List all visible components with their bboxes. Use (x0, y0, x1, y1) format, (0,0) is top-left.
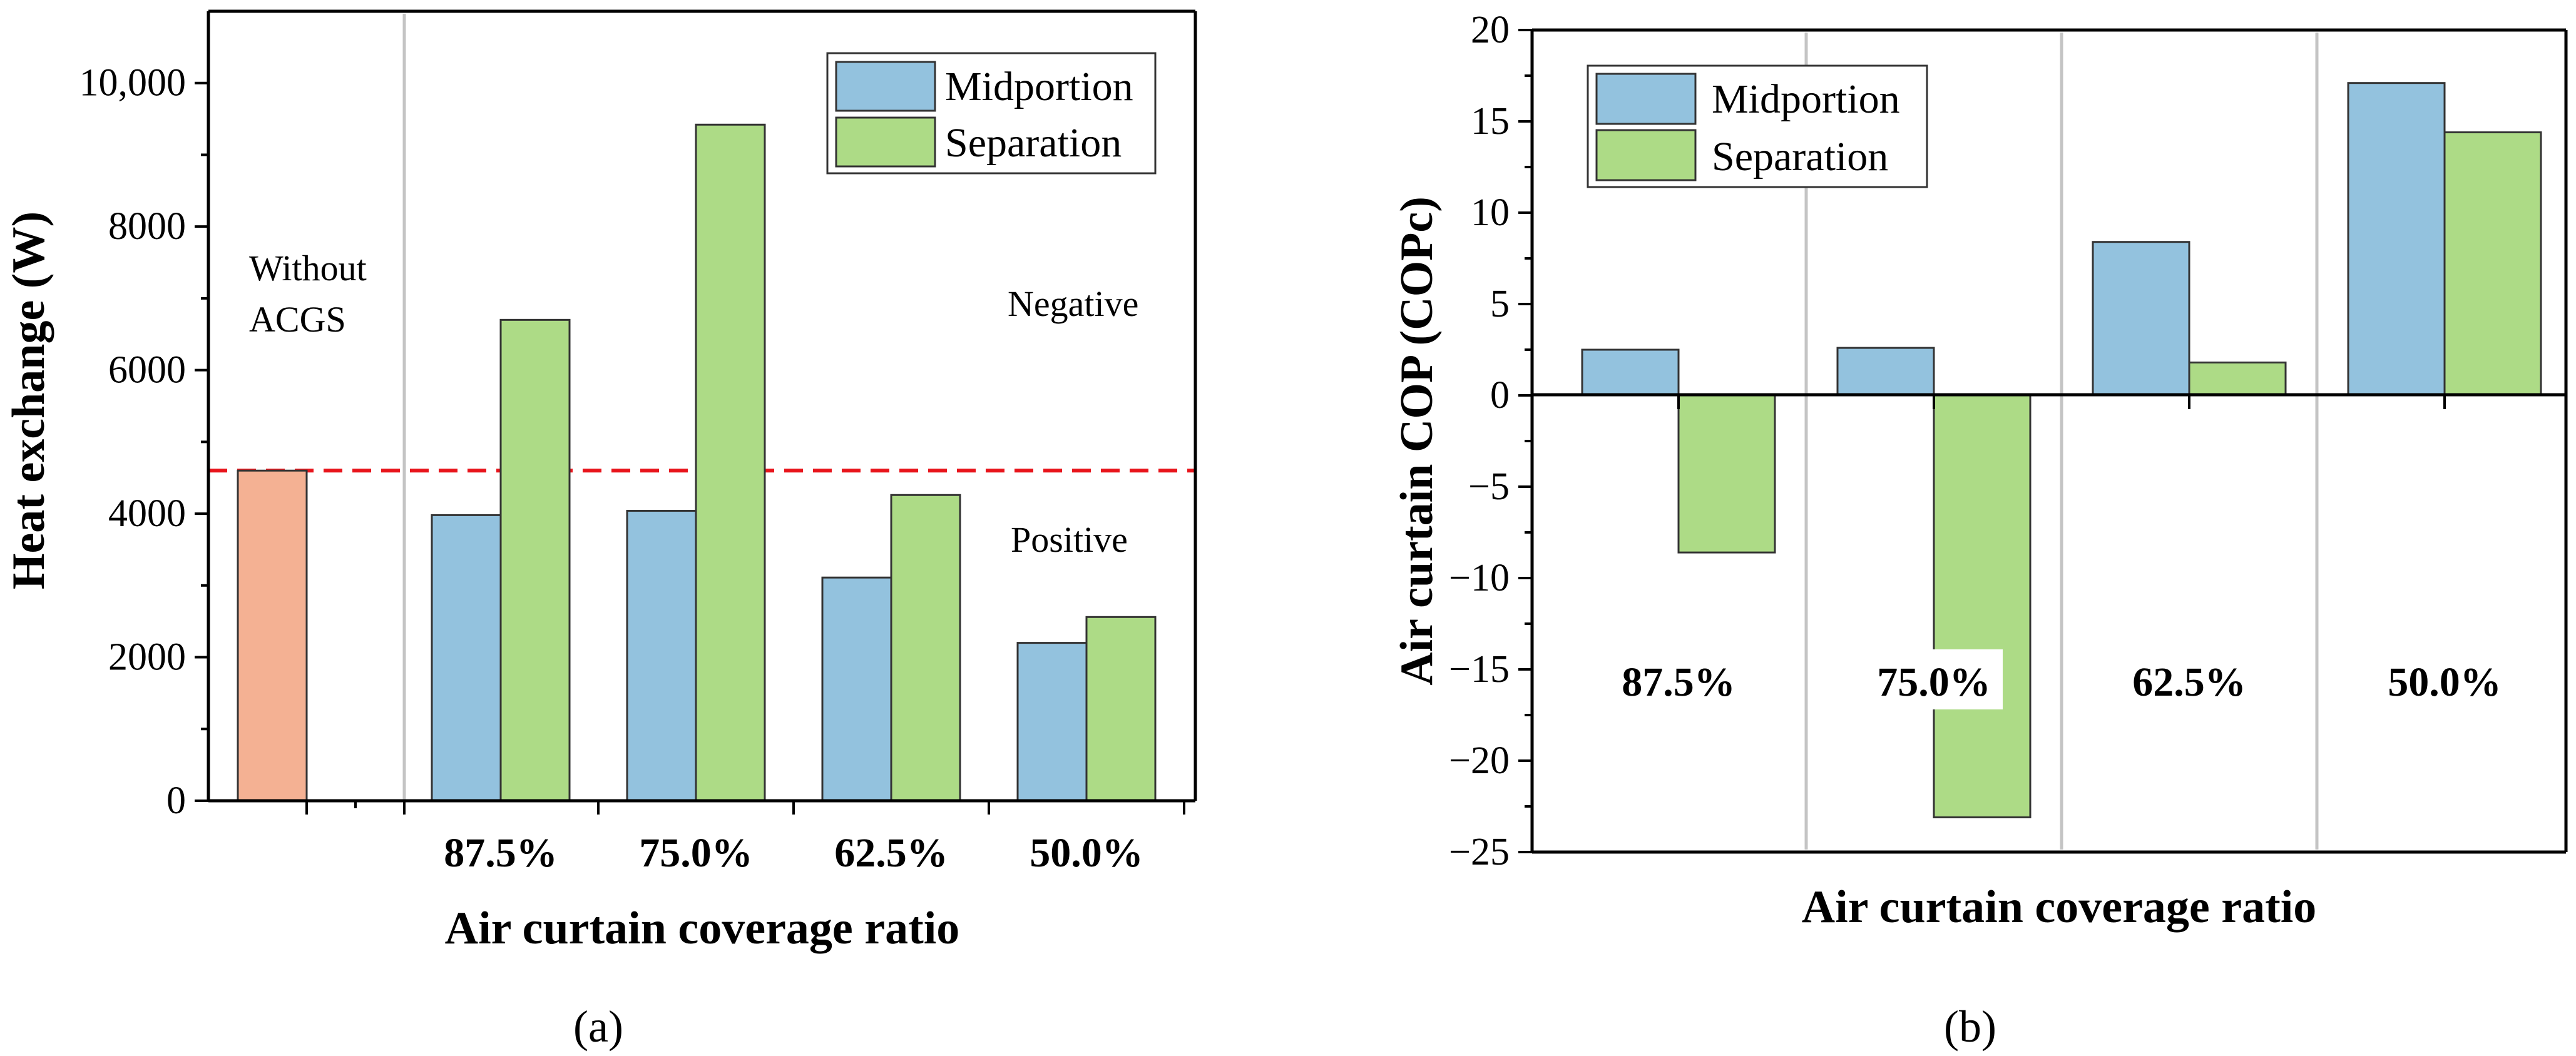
panel-a-category-labels: 87.5% 75.0% 62.5% 50.0% (444, 830, 1143, 876)
panel-b-y-tick-label: 5 (1490, 283, 1510, 325)
panel-a-category-label: 87.5% (444, 830, 558, 876)
panel-a-y-ticks: 0 2000 4000 6000 8000 10,000 (79, 62, 1185, 822)
panel-a-label: (a) (573, 1002, 623, 1052)
panel-b-bar-midportion-50.0% (2347, 82, 2446, 397)
panel-b-category-label: 87.5% (1622, 659, 1735, 705)
panel-a-bar-separation-75.0% (695, 123, 766, 802)
panel-b-legend: Midportion Separation (1587, 64, 1928, 188)
panel-a-bar-midportion-62.5% (821, 576, 892, 802)
panel-b-x-axis-title: Air curtain coverage ratio (1802, 881, 2317, 933)
panel-a-category-label: 75.0% (639, 830, 753, 876)
panel-b-category-label: 75.0% (1877, 659, 1991, 705)
panel-b-y-tick-label: 0 (1490, 374, 1510, 417)
panel-a-positive-annotation: Positive (1011, 519, 1128, 560)
panel-a-legend: Midportion Separation (826, 52, 1157, 175)
panel-a-bars (237, 123, 1157, 802)
panel-b-category-label: 50.0% (2388, 659, 2502, 705)
panel-b-bar-midportion-75.0% (1836, 347, 1935, 397)
panel-a-y-tick-label: 10,000 (79, 62, 187, 104)
panel-a-y-tick-label: 2000 (108, 636, 186, 679)
panel-a-bar-midportion-87.5% (431, 514, 502, 802)
panel-a-baseline-label-line2: ACGS (249, 299, 346, 340)
panel-a-category-label: 50.0% (1030, 830, 1143, 876)
panel-a-legend-swatch-separation (835, 116, 936, 168)
panel-a-y-tick-label: 6000 (108, 349, 186, 392)
panel-a-y-tick-label: 0 (166, 779, 186, 822)
panel-b-category-label-bg (2376, 649, 2513, 709)
panel-a-baseline-label-line1: Without (249, 248, 367, 288)
panel-b-category-label: 62.5% (2132, 659, 2246, 705)
panel-a-bar-baseline (237, 469, 308, 802)
panel-a-bar-separation-87.5% (499, 318, 571, 802)
panel-b-bar-separation-50.0% (2443, 131, 2542, 397)
panel-a-bar-separation-50.0% (1085, 616, 1157, 802)
panel-b-y-tick-label: 10 (1471, 191, 1510, 234)
panel-b-bar-separation-75.0% (1933, 394, 2032, 819)
panel-b-y-tick-label: 20 (1471, 9, 1510, 51)
panel-b-y-axis-title: Air curtain COP (COPc) (1391, 196, 1443, 686)
panel-b-y-ticks: −25 −20 −15 −10 −5 0 5 10 15 20 (1449, 9, 2446, 873)
panel-b-legend-swatch-separation (1595, 129, 1697, 181)
panel-a-legend-label-midportion: Midportion (945, 64, 1133, 109)
panel-a-x-axis-title: Air curtain coverage ratio (445, 903, 960, 954)
panel-a-y-tick-label: 8000 (108, 205, 186, 248)
panel-a-bar-separation-62.5% (890, 494, 961, 802)
panel-b-y-tick-label: −10 (1449, 557, 1510, 599)
panel-a-chart: 0 2000 4000 6000 8000 10,000 87.5% 75.0% 62.5% 5… (3, 9, 1197, 1052)
panel-a-legend-label-separation: Separation (945, 120, 1122, 166)
panel-b-bar-midportion-87.5% (1581, 348, 1680, 397)
panel-b-legend-swatch-midportion (1595, 73, 1697, 125)
panel-b-y-tick-label: −25 (1449, 831, 1510, 873)
panel-a-y-axis-title: Heat exchange (W) (3, 211, 54, 589)
panel-b-y-tick-label: −5 (1468, 465, 1510, 508)
panel-a-bar-midportion-50.0% (1016, 642, 1088, 802)
panel-b-y-tick-label: −20 (1449, 739, 1510, 782)
panel-b-category-label-bg (1865, 649, 2003, 709)
panel-a-y-tick-label: 4000 (108, 492, 186, 535)
panel-a-category-label: 62.5% (834, 830, 948, 876)
panel-b-y-tick-label: 15 (1471, 100, 1510, 143)
panel-b-legend-label-midportion: Midportion (1712, 76, 1900, 122)
panel-a-axes (207, 9, 1197, 803)
panel-b-category-label-bg (1610, 649, 1747, 709)
panel-a-negative-annotation: Negative (1008, 283, 1138, 324)
panel-b-y-tick-label: −15 (1449, 648, 1510, 691)
panel-b-chart: −25 −20 −15 −10 −5 0 5 10 15 20 87.5% 75.0% 62.5% 50… (1391, 9, 2568, 1052)
panel-b-bar-separation-87.5% (1677, 394, 1776, 554)
panel-b-category-labels: 87.5% 75.0% 62.5% 50.0% (1610, 649, 2513, 709)
panel-b-legend-label-separation: Separation (1712, 134, 1888, 180)
panel-b-category-label-bg (2120, 649, 2258, 709)
panel-b-bar-midportion-62.5% (2092, 241, 2190, 397)
panel-b-label: (b) (1944, 1002, 1996, 1052)
panel-b-bar-separation-62.5% (2188, 361, 2287, 397)
panel-a-legend-swatch-midportion (835, 61, 936, 112)
panel-a-bar-midportion-75.0% (626, 510, 697, 802)
